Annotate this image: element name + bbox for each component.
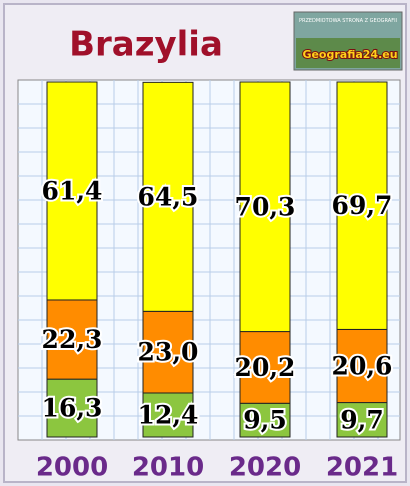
data-label: 9,5: [243, 406, 287, 435]
bar-segment: [239, 402, 291, 438]
data-label: 20,6: [332, 352, 393, 381]
logo: PRZEDMIOTOWA STRONA Z GEOGRAFII Geografi…: [293, 11, 403, 71]
x-tick-label: 2020: [229, 453, 301, 483]
bar-segment: [336, 81, 388, 330]
logo-land: [296, 38, 400, 68]
data-label: 23,0: [138, 338, 199, 367]
data-label: 22,3: [42, 325, 103, 354]
chart-title: Brazylia: [69, 25, 223, 65]
bar-segment: [46, 378, 98, 438]
data-label: 12,4: [138, 400, 199, 429]
bar-segment: [239, 331, 291, 404]
bar-segment: [142, 310, 194, 394]
bar-segment: [336, 402, 388, 438]
bar-segment: [142, 81, 194, 312]
logo-caption: PRZEDMIOTOWA STRONA Z GEOGRAFII: [299, 18, 397, 24]
x-tick-label: 2021: [326, 453, 398, 483]
data-label: 61,4: [42, 176, 103, 205]
data-label: 20,2: [235, 353, 296, 382]
data-label: 16,3: [42, 394, 103, 423]
bar-segment: [46, 81, 98, 301]
data-label: 9,7: [340, 405, 384, 434]
data-label: 64,5: [138, 182, 199, 211]
logo-name: Geografia24.eu: [302, 48, 397, 61]
x-tick-label: 2010: [132, 453, 204, 483]
data-label: 69,7: [332, 191, 393, 220]
x-tick-label: 2000: [36, 453, 108, 483]
bar-segment: [336, 328, 388, 404]
data-label: 70,3: [235, 192, 296, 221]
bar-segment: [239, 81, 291, 333]
